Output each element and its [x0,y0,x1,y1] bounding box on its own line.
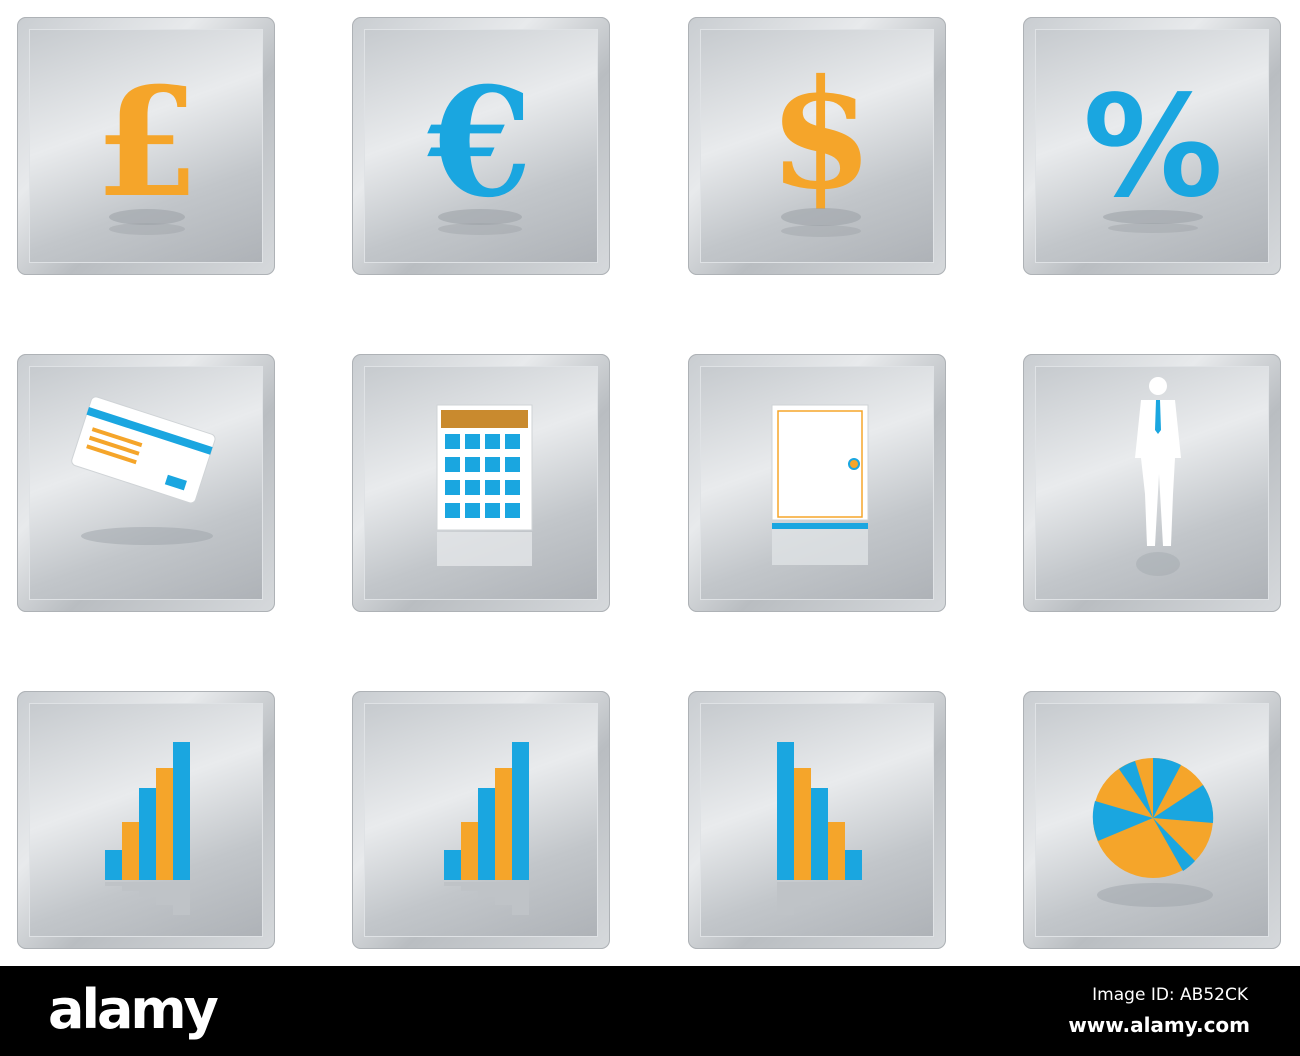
credit-card-button[interactable] [17,354,275,612]
businessman-button[interactable] [1023,354,1281,612]
reflection [781,208,861,226]
reflection [109,209,185,225]
dollar-icon: $ [769,47,873,237]
bar-chart-descending-icon [777,742,862,915]
credit-card-icon [71,396,216,545]
bar [828,822,845,880]
bar [173,742,190,880]
businessman-icon [1135,377,1181,576]
pie-chart-icon [1092,758,1214,907]
bar-chart-descending-button[interactable] [688,691,946,949]
bar [512,742,529,880]
alamy-logo: alamy [48,978,219,1041]
site-url: www.alamy.com [1068,1013,1250,1037]
reflection [109,223,185,235]
euro-icon: € [427,55,532,235]
svg-text:$: $ [769,47,873,223]
safe-icon [771,404,869,565]
reflection [1108,223,1198,233]
calculator-icon [436,404,533,566]
bar [845,850,862,880]
euro-button[interactable]: € [352,17,610,275]
bar-chart-button-2[interactable] [352,691,610,949]
svg-text:€: € [427,55,532,231]
dollar-button[interactable]: $ [688,17,946,275]
bar [444,850,461,880]
reflection [781,225,861,237]
bar [156,768,173,880]
reflection [1103,210,1203,224]
bar [478,788,495,880]
pie-chart-button[interactable] [1023,691,1281,949]
bar [122,822,139,880]
calculator-button[interactable] [352,354,610,612]
bar [777,742,794,880]
bar [105,850,122,880]
pound-icon: £ [95,55,199,235]
reflection [438,209,522,225]
bar [139,788,156,880]
bar-chart-ascending-icon [105,742,190,915]
percent-icon: % [1083,66,1223,233]
bar [794,768,811,880]
image-id: Image ID: AB52CK [1092,985,1248,1005]
bar [811,788,828,880]
percent-button[interactable]: % [1023,17,1281,275]
svg-text:%: % [1083,66,1223,229]
pound-button[interactable]: £ [17,17,275,275]
bar [495,768,512,880]
footer-bar: alamy Image ID: AB52CK www.alamy.com [0,966,1300,1056]
bar [461,822,478,880]
safe-button[interactable] [688,354,946,612]
reflection [438,223,522,235]
bar-chart-button[interactable] [17,691,275,949]
bar-chart-ascending-icon [444,742,529,915]
svg-text:£: £ [95,55,199,231]
